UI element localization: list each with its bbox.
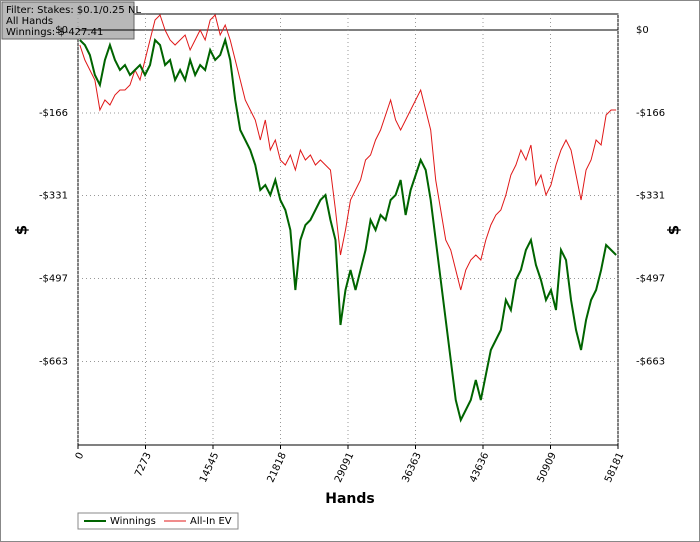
y-tick-label: -$166 (39, 108, 68, 119)
x-tick-label: 0 (74, 451, 87, 461)
y-axis-label: $ (13, 225, 31, 235)
y2-tick-label: -$663 (636, 357, 665, 368)
y2-tick-label: $0 (636, 25, 649, 36)
filter-line: Winnings: $-427.41 (6, 27, 103, 38)
series-line (79, 36, 617, 423)
y2-axis-label: $ (665, 225, 683, 235)
legend-box (77, 512, 239, 530)
legend-label: All-In EV (190, 516, 232, 527)
filter-box-bg (1, 1, 135, 40)
legend-label: Winnings (110, 516, 156, 527)
filter-line: All Hands (6, 16, 53, 27)
y-tick-label: $0 (55, 25, 68, 36)
y2-tick-label: -$497 (636, 274, 665, 285)
y-tick-label: -$331 (39, 191, 68, 202)
filter-line: Filter: Stakes: $0.1/0.25 NL (6, 5, 141, 16)
y2-tick-label: -$331 (636, 191, 665, 202)
filter-box: Filter: Stakes: $0.1/0.25 NL All Hands W… (1, 1, 141, 40)
x-axis-label: Hands (325, 491, 375, 507)
y2-tick-label: -$166 (636, 108, 665, 119)
y-tick-label: -$663 (39, 357, 68, 368)
plot-area (77, 13, 619, 446)
y-tick-label: -$497 (39, 274, 68, 285)
series-line (79, 14, 617, 291)
